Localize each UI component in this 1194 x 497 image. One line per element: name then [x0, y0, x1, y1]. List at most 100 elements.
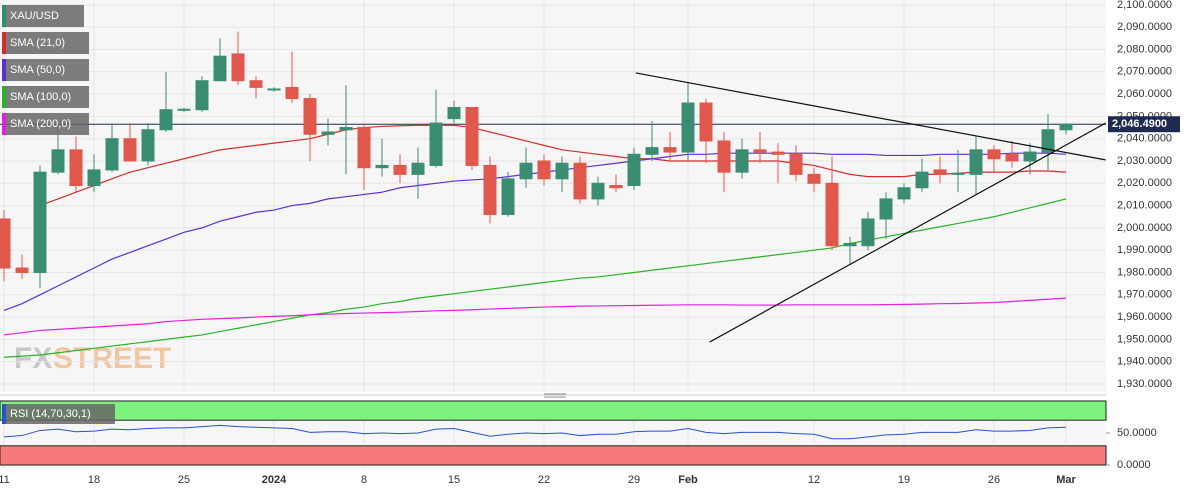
legend-swatch — [2, 59, 6, 81]
candle-body — [735, 149, 749, 173]
candle-body — [555, 162, 569, 180]
x-tick-label: 25 — [178, 474, 190, 486]
y-tick-label: 50.0000 — [1117, 427, 1157, 439]
watermark-street: STREET — [53, 342, 171, 375]
legend-box[interactable] — [2, 404, 115, 424]
y-tick-label: 0.0000 — [1117, 459, 1151, 471]
y-tick-label: 1,980.0000 — [1117, 266, 1172, 278]
legend-swatch — [2, 113, 6, 135]
candle-body — [915, 171, 929, 189]
candle-body — [69, 149, 83, 187]
y-tick-label: 2,010.0000 — [1117, 199, 1172, 211]
candle-body — [303, 98, 317, 135]
candle-body — [123, 138, 137, 162]
candle-body — [1023, 151, 1037, 162]
candle-body — [0, 218, 11, 269]
legend-box[interactable] — [2, 113, 89, 135]
legend-label: SMA (200,0) — [10, 118, 71, 130]
sma-line — [3, 297, 1067, 336]
trend-line — [709, 122, 1106, 343]
legend-label: RSI (14,70,30,1) — [10, 408, 91, 420]
candle-body — [249, 80, 263, 88]
candle-body — [609, 185, 623, 189]
candle-body — [573, 162, 587, 200]
candle-body — [861, 218, 875, 247]
watermark-fx: FX — [14, 342, 52, 375]
x-tick-label: Mar — [1056, 474, 1076, 486]
legend-label: SMA (50,0) — [10, 64, 65, 76]
y-tick-label: 2,090.0000 — [1117, 21, 1172, 33]
candle-body — [447, 106, 461, 120]
x-tick-label: 2024 — [262, 474, 287, 486]
candle-body — [357, 127, 371, 169]
x-tick-label: 26 — [988, 474, 1000, 486]
y-tick-label: 1,960.0000 — [1117, 311, 1172, 323]
candle-body — [699, 102, 713, 142]
candle-body — [843, 242, 857, 247]
candle-body — [339, 127, 353, 131]
y-tick-label: 2,030.0000 — [1117, 155, 1172, 167]
y-tick-label: 2,020.0000 — [1117, 177, 1172, 189]
candle-body — [969, 149, 983, 175]
candle-body — [717, 140, 731, 173]
sma-line — [3, 152, 1067, 311]
candle-body — [33, 171, 47, 273]
overbought-band — [0, 400, 1107, 421]
y-tick-label: 1,950.0000 — [1117, 333, 1172, 345]
candle-body — [375, 164, 389, 169]
y-tick-label: 2,100.0000 — [1117, 0, 1172, 11]
candle-body — [159, 109, 173, 131]
candle-body — [393, 164, 407, 175]
price-pane — [0, 0, 1106, 392]
trend-line — [635, 72, 1106, 161]
candle-body — [1059, 123, 1073, 131]
candle-body — [177, 108, 191, 111]
sma-line — [39, 124, 1067, 207]
candle-body — [951, 172, 965, 175]
legend-box[interactable] — [2, 86, 89, 108]
candle-body — [933, 169, 947, 175]
candle-body — [681, 102, 695, 153]
candle-body — [105, 138, 119, 171]
x-tick-label: 12 — [808, 474, 820, 486]
last-price-label: 2,046.4900 — [1112, 118, 1167, 130]
oversold-band — [0, 445, 1107, 466]
candle-body — [321, 131, 335, 135]
x-tick-label: 29 — [628, 474, 640, 486]
y-tick-label: 2,060.0000 — [1117, 88, 1172, 100]
candle-body — [627, 153, 641, 187]
candle-body — [87, 169, 101, 187]
candle-body — [15, 267, 29, 273]
legend-swatch — [2, 5, 6, 27]
candle-body — [771, 151, 785, 155]
last-price-box — [1108, 116, 1180, 133]
candle-body — [1041, 129, 1055, 153]
x-tick-label: 8 — [361, 474, 367, 486]
candle-body — [519, 162, 533, 180]
y-tick-label: 1,990.0000 — [1117, 244, 1172, 256]
candle-body — [195, 80, 209, 111]
candle-body — [807, 173, 821, 184]
legend-label: SMA (100,0) — [10, 91, 71, 103]
candle-body — [141, 129, 155, 162]
candle-body — [411, 162, 425, 175]
legend-swatch — [2, 86, 6, 108]
y-tick-label: 2,000.0000 — [1117, 222, 1172, 234]
candle-body — [987, 149, 1001, 160]
legend-label: SMA (21,0) — [10, 37, 65, 49]
candle-body — [789, 153, 803, 175]
x-tick-label: Feb — [678, 474, 698, 486]
candle-body — [51, 149, 65, 173]
legend-box[interactable] — [2, 59, 89, 81]
legend-box[interactable] — [2, 5, 84, 27]
candle-body — [1005, 153, 1019, 162]
candle-body — [897, 187, 911, 200]
candle-body — [501, 178, 515, 216]
candle-body — [753, 149, 767, 153]
y-tick-label: 2,080.0000 — [1117, 43, 1172, 55]
legend-box[interactable] — [2, 32, 89, 54]
legend-swatch — [2, 404, 6, 424]
y-tick-label: 1,970.0000 — [1117, 289, 1172, 301]
candle-body — [663, 147, 677, 153]
